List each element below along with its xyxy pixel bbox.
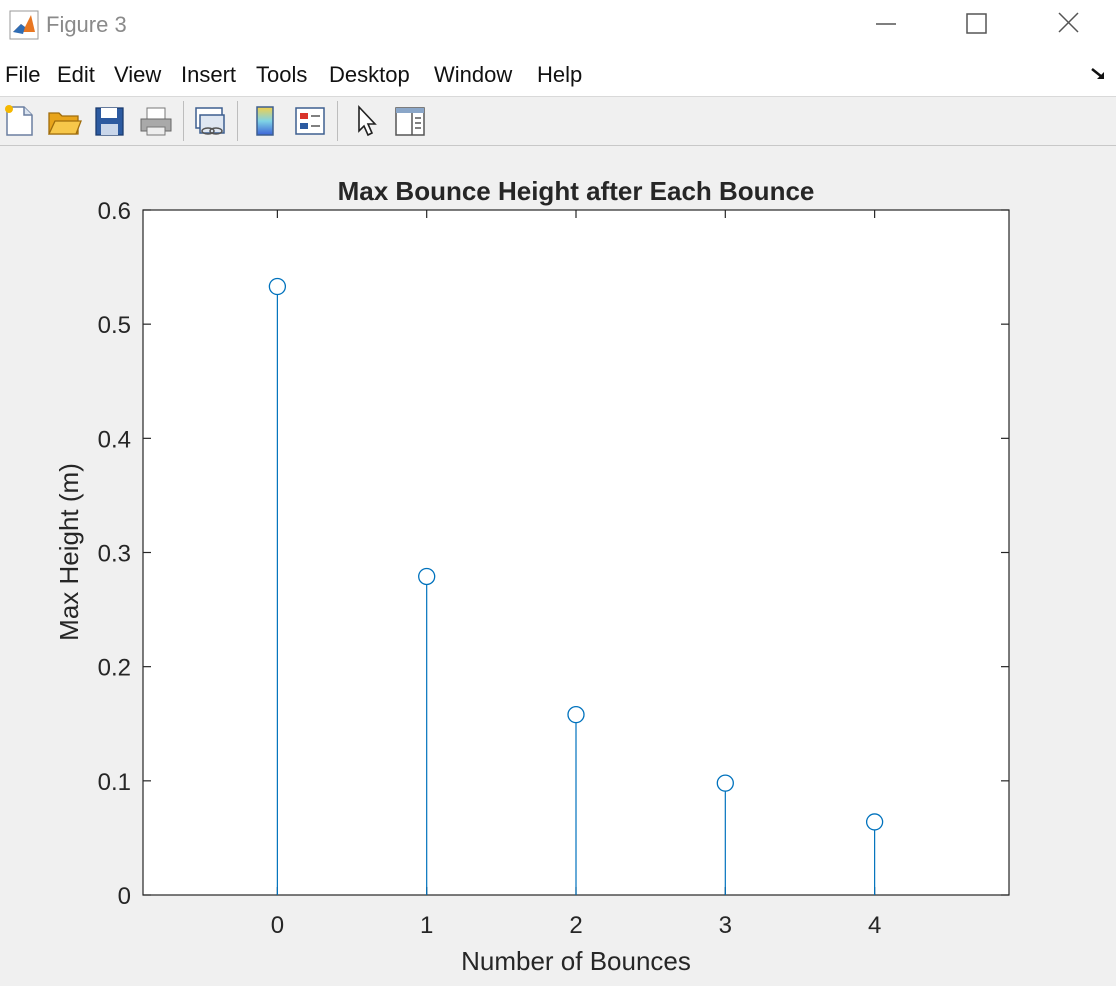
minimize-icon: [876, 23, 896, 25]
open-file-button[interactable]: [46, 103, 82, 139]
print-icon: [140, 107, 172, 136]
stem-marker: [716, 774, 734, 792]
maximize-icon: [966, 13, 987, 34]
save-icon: [95, 107, 124, 136]
y-tick-label: 0: [118, 883, 131, 910]
y-tick-label: 0.5: [98, 312, 131, 339]
save-button[interactable]: [92, 103, 128, 139]
minimize-button[interactable]: [862, 4, 908, 48]
x-tick-label: 3: [719, 912, 732, 939]
insert-colorbar-button[interactable]: [247, 103, 283, 139]
y-axis-label: Max Height (m): [54, 463, 84, 641]
menu-help[interactable]: Help: [537, 62, 583, 87]
x-axis-label: Number of Bounces: [461, 946, 691, 976]
x-tick-label: 4: [868, 912, 881, 939]
stem-chart: Max Bounce Height after Each Bounce 0 0.1…: [54, 176, 1010, 976]
stem-marker: [567, 705, 585, 724]
dock-arrow-icon[interactable]: [1090, 66, 1108, 82]
matlab-icon: [9, 10, 39, 40]
new-figure-button[interactable]: [2, 103, 38, 139]
new-figure-icon: [5, 105, 33, 136]
stem-marker: [268, 277, 287, 296]
x-tick-label: 1: [420, 912, 433, 939]
close-icon: [1058, 12, 1079, 33]
y-tick-label: 0.4: [98, 426, 131, 453]
menu-tools[interactable]: Tools: [256, 62, 308, 87]
property-inspector-icon: [395, 107, 425, 136]
edit-plot-icon: [358, 104, 377, 137]
y-tick-label: 0.6: [98, 198, 131, 225]
link-plot-icon: [195, 107, 225, 135]
menu-edit[interactable]: Edit: [57, 62, 95, 87]
toolbar-separator: [337, 101, 338, 141]
title-bar: Figure 3: [0, 0, 1116, 52]
y-tick-label: 0.1: [98, 769, 131, 796]
open-file-icon: [47, 112, 82, 135]
insert-legend-button[interactable]: [292, 103, 328, 139]
menu-insert[interactable]: Insert: [181, 62, 237, 87]
x-tick-label: 0: [271, 912, 284, 939]
menu-file[interactable]: File: [5, 62, 41, 87]
window-title: Figure 3: [46, 12, 127, 37]
y-tick-label: 0.3: [98, 541, 131, 568]
link-plot-button[interactable]: [192, 103, 228, 139]
menu-window[interactable]: Window: [434, 62, 513, 87]
y-tick-label: 0.2: [98, 655, 131, 682]
figure-canvas: Max Bounce Height after Each Bounce 0 0.1…: [0, 146, 1116, 986]
insert-colorbar-icon: [256, 106, 274, 136]
menu-desktop[interactable]: Desktop: [329, 62, 410, 87]
x-tick-label: 2: [569, 912, 582, 939]
property-inspector-button[interactable]: [392, 103, 428, 139]
toolbar: [0, 97, 1116, 146]
menu-bar: File Edit View Insert Tools Desktop Wind…: [0, 52, 1116, 97]
toolbar-separator: [183, 101, 184, 141]
edit-plot-button[interactable]: [349, 103, 385, 139]
toolbar-separator: [237, 101, 238, 141]
stem-marker: [418, 567, 436, 586]
chart-title: Max Bounce Height after Each Bounce: [338, 176, 815, 206]
insert-legend-icon: [295, 107, 325, 135]
print-button[interactable]: [138, 103, 174, 139]
menu-view[interactable]: View: [114, 62, 162, 87]
stem-marker: [865, 813, 884, 831]
close-button[interactable]: [1046, 4, 1092, 48]
maximize-button[interactable]: [953, 4, 999, 48]
